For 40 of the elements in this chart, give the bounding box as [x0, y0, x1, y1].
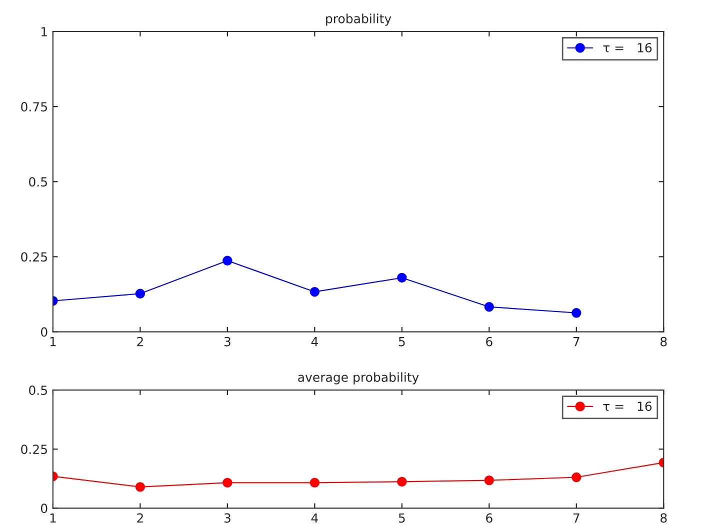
x-tick-label: 7 [573, 337, 580, 346]
point [397, 476, 407, 487]
point [310, 478, 320, 488]
x-tick-label: 8 [660, 513, 667, 523]
y-tick-label: 1 [42, 27, 47, 36]
x-tick-label: 6 [486, 513, 492, 523]
y-tick-label: 0.5 [29, 177, 47, 187]
point [397, 272, 407, 283]
point [572, 472, 582, 482]
y-tick-label: 0 [40, 504, 48, 514]
x-tick-label: 6 [486, 336, 492, 346]
x-tick-label: 3 [224, 336, 230, 346]
point [484, 475, 494, 486]
legend-label: τ = 16 [603, 402, 652, 411]
y-tick-label: 0.5 [29, 386, 47, 395]
point [135, 288, 146, 299]
point [135, 482, 146, 492]
chart-title: probability [326, 14, 392, 26]
point [222, 256, 232, 266]
x-tick-label: 5 [398, 513, 405, 523]
point [310, 287, 320, 297]
x-tick-label: 3 [224, 513, 230, 523]
y-tick-label: 0 [40, 327, 48, 337]
y-tick-label: 0.75 [21, 102, 47, 112]
point [222, 478, 232, 488]
x-tick-label: 8 [660, 336, 667, 346]
x-tick-label: 2 [137, 513, 143, 523]
x-tick-label: 4 [311, 337, 318, 346]
x-tick-label: 2 [137, 336, 143, 346]
x-tick-label: 1 [50, 337, 56, 346]
chart-title: average probability [298, 372, 419, 384]
point [572, 308, 582, 318]
y-tick-label: 0.25 [21, 444, 47, 454]
point [484, 302, 494, 312]
x-tick-label: 4 [311, 513, 318, 523]
x-tick-label: 1 [50, 513, 56, 523]
x-tick-label: 7 [573, 513, 580, 523]
y-tick-label: 0.25 [21, 252, 47, 262]
x-tick-label: 5 [398, 337, 405, 346]
legend-label: τ = 16 [603, 42, 652, 52]
